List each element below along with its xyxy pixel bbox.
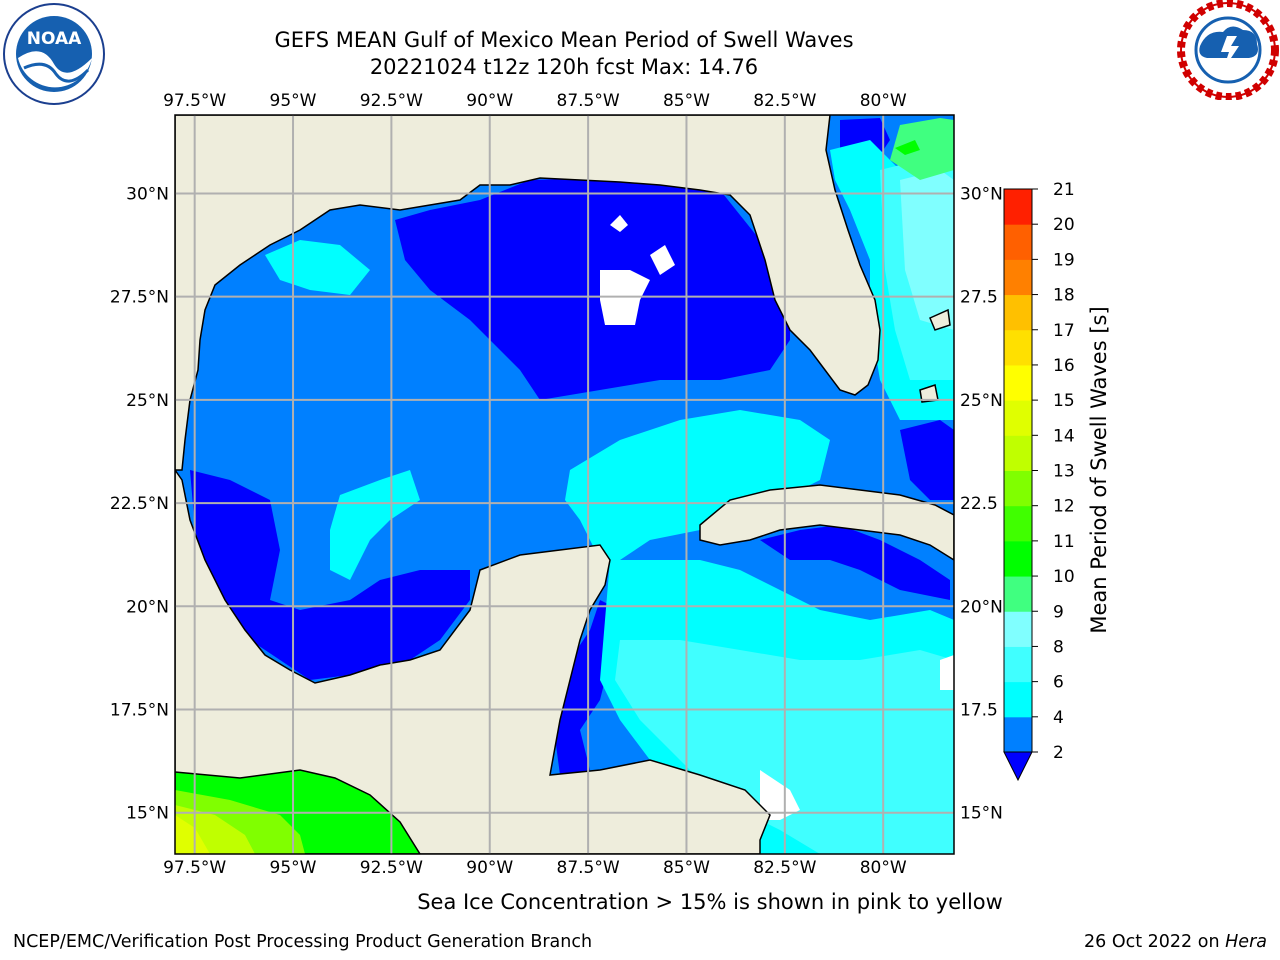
longitude-label: 87.5°W: [557, 91, 620, 111]
map-title: GEFS MEAN Gulf of Mexico Mean Period of …: [274, 28, 854, 52]
longitude-label: 80°W: [860, 91, 907, 111]
colorbar-bin: [1004, 681, 1032, 718]
colorbar-tick-label: 6: [1053, 673, 1064, 693]
longitude-label: 90°W: [466, 91, 513, 111]
colorbar-tick-label: 20: [1053, 215, 1075, 235]
swell-under-2s-cuba-south: [760, 525, 950, 600]
colorbar-tick-label: 17: [1053, 321, 1075, 341]
colorbar-bin: [1004, 259, 1032, 296]
colorbar-tick-label: 12: [1053, 497, 1075, 517]
graticule: [175, 115, 954, 854]
colorbar-tick-label: 18: [1053, 286, 1075, 306]
noaa-logo: NOAA: [3, 3, 105, 105]
colorbar-tick-label: 13: [1053, 462, 1075, 482]
longitude-label: 82.5°W: [753, 858, 816, 878]
footer-host: Hera: [1225, 932, 1267, 952]
latitude-labels-right: 30°N 27.5 25°N 22.5 20°N 17.5 15°N: [960, 184, 1003, 823]
land-mexico: [175, 468, 771, 854]
map-subtitle: 20221024 t12z 120h fcst Max: 14.76: [369, 55, 759, 79]
colorbar-tick-label: 2: [1053, 743, 1064, 763]
colorbar-bin: [1004, 646, 1032, 683]
colorbar-tick-label: 8: [1053, 637, 1064, 657]
longitude-label: 80°W: [860, 858, 907, 878]
latitude-label: 20°N: [126, 597, 169, 617]
swell-4-6s-central-gulf: [565, 410, 830, 560]
colorbar-label: Mean Period of Swell Waves [s]: [1087, 306, 1111, 633]
latitude-label: 25°N: [960, 391, 1003, 411]
latitude-label: 27.5: [960, 288, 998, 308]
colorbar-bin: [1004, 329, 1032, 366]
latitude-label: 20°N: [960, 597, 1003, 617]
latitude-label: 15°N: [126, 804, 169, 824]
colorbar-bin: [1004, 576, 1032, 612]
longitude-label: 87.5°W: [557, 858, 620, 878]
latitude-labels-left: 30°N 27.5°N 25°N 22.5°N 20°N 17.5°N 15°N: [110, 184, 169, 823]
latitude-label: 25°N: [126, 391, 169, 411]
colorbar-bin: [1004, 435, 1032, 471]
longitude-label: 82.5°W: [753, 91, 816, 111]
colorbar-bin: [1004, 505, 1032, 542]
land-bahamas: [929, 308, 951, 331]
colorbar-bin: [1004, 364, 1032, 401]
swell-4-6s-bay-of-campeche: [330, 470, 420, 580]
colorbar-bin: [1004, 224, 1032, 260]
latitude-label: 15°N: [960, 804, 1003, 824]
swell-under-2s-western-gulf: [190, 470, 470, 680]
colorbar-bin: [1004, 611, 1032, 647]
colorbar-tick-label: 11: [1053, 532, 1075, 552]
swell-under-2s-caribbean-west: [550, 600, 620, 775]
latitude-label: 27.5°N: [110, 288, 169, 308]
colorbar-tick-label: 21: [1053, 180, 1075, 200]
colorbar-tick-label: 10: [1053, 567, 1075, 587]
swell-under-2s-northern-gulf: [395, 175, 790, 400]
longitude-label: 95°W: [270, 91, 317, 111]
noaa-logo-text: NOAA: [27, 29, 82, 49]
colorbar-bin: [1004, 189, 1032, 225]
latitude-label: 30°N: [960, 184, 1003, 204]
nws-logo: [1177, 0, 1279, 100]
map-frame: [174, 114, 955, 855]
longitude-label: 85°W: [663, 858, 710, 878]
longitude-labels-top: 97.5°W 95°W 92.5°W 90°W 87.5°W 85°W 82.5°W 80°W: [163, 91, 907, 111]
latitude-label: 17.5°N: [110, 701, 169, 721]
longitude-label: 85°W: [663, 91, 710, 111]
colorbar-under-extension: [1003, 751, 1033, 782]
longitude-label: 97.5°W: [163, 858, 226, 878]
colorbar: 2 4 6 8 9 10 11 12 13 14 15 16 17 18 19 20 21 Mean Perio…: [1003, 180, 1111, 782]
colorbar-bin: [1004, 470, 1032, 507]
latitude-label: 22.5: [960, 494, 998, 514]
swell-4-6s-texas-coast: [265, 240, 370, 295]
longitude-label: 95°W: [270, 858, 317, 878]
colorbar-tick-label: 14: [1053, 426, 1075, 446]
latitude-label: 17.5: [960, 701, 998, 721]
colorbar-tick-label: 15: [1053, 391, 1075, 411]
footer-organization: NCEP/EMC/Verification Post Processing Pr…: [13, 932, 593, 952]
pacific-swell-14-15s: [175, 815, 210, 854]
longitude-label: 97.5°W: [163, 91, 226, 111]
swell-under-2s-florida-straits: [900, 420, 954, 500]
colorbar-bin: [1004, 540, 1032, 577]
swell-10-11s-atlantic: [895, 140, 920, 155]
longitude-labels-bottom: 97.5°W 95°W 92.5°W 90°W 87.5°W 85°W 82.5°W 80°W: [163, 858, 907, 878]
colorbar-bin: [1004, 716, 1032, 753]
colorbar-tick-label: 19: [1053, 250, 1075, 270]
colorbar-tick-label: 16: [1053, 356, 1075, 376]
colorbar-tick-label: 4: [1053, 708, 1064, 728]
sea-ice-footnote: Sea Ice Concentration > 15% is shown in …: [417, 890, 1003, 914]
footer-date-text: 26 Oct 2022 on: [1084, 932, 1220, 952]
map-plot-area: [175, 115, 954, 854]
colorbar-tick-label: 9: [1053, 602, 1064, 622]
colorbar-bin: [1004, 294, 1032, 331]
longitude-label: 90°W: [466, 858, 513, 878]
longitude-label: 92.5°W: [360, 858, 423, 878]
latitude-label: 22.5°N: [110, 494, 169, 514]
longitude-label: 92.5°W: [360, 91, 423, 111]
swell-9-10s-atlantic: [890, 118, 954, 180]
latitude-label: 30°N: [126, 184, 169, 204]
footer-date: 26 Oct 2022 on Hera: [1084, 932, 1267, 952]
land-united-states: [175, 115, 881, 471]
colorbar-bin: [1004, 400, 1032, 436]
swell-8-9s-atlantic: [900, 170, 954, 330]
